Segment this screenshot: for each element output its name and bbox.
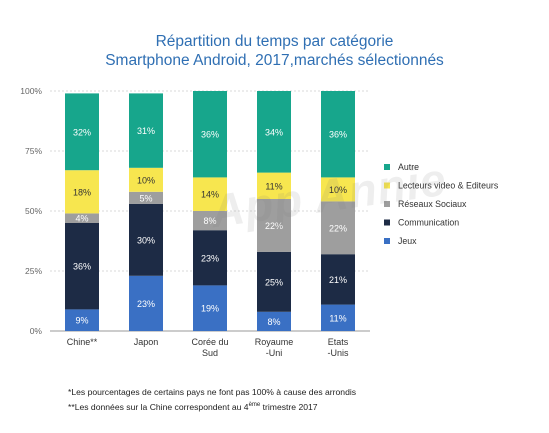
data-label: 10%	[137, 175, 155, 185]
footnote-china: **Les données sur la Chine correspondent…	[68, 399, 356, 413]
data-label: 22%	[265, 221, 283, 231]
footnote-rounding: *Les pourcentages de certains pays ne fo…	[68, 387, 357, 397]
data-label: 5%	[139, 193, 152, 203]
legend-label: Autre	[398, 162, 419, 172]
bar-segment	[193, 211, 227, 231]
x-tick-label: -Uni	[266, 348, 283, 358]
bar-segment	[129, 203, 163, 276]
data-label: 10%	[329, 185, 347, 195]
bar-segment	[321, 254, 355, 305]
y-axis: 0% 25% 50% 75% 100%	[20, 86, 42, 336]
data-label: 11%	[329, 313, 346, 323]
data-label: 23%	[201, 253, 219, 263]
data-label: 11%	[265, 181, 282, 191]
legend-label: Jeux	[398, 236, 417, 246]
x-tick-label: -Unis	[327, 348, 349, 358]
x-tick-label: Japon	[134, 337, 159, 347]
bar-segment	[193, 91, 227, 178]
y-tick-label: 50%	[25, 206, 42, 216]
data-label: 32%	[73, 127, 91, 137]
bar-segment	[65, 223, 99, 310]
data-label: 18%	[73, 187, 91, 197]
bar-segment	[193, 285, 227, 331]
legend-label: Lecteurs video & Editeurs	[398, 181, 499, 191]
chart-title: Répartition du temps par catégorie Smart…	[0, 32, 549, 70]
bar-segment	[257, 251, 291, 312]
data-label: 9%	[75, 316, 88, 326]
data-label: 36%	[73, 262, 91, 272]
legend-label: Réseaux Sociaux	[398, 199, 467, 209]
chart-title-line2: Smartphone Android, 2017,marchés sélecti…	[105, 52, 444, 69]
data-label: 34%	[265, 127, 283, 137]
bar-segment	[193, 177, 227, 211]
data-label: 36%	[201, 130, 219, 140]
y-tick-label: 100%	[20, 86, 42, 96]
bar-segment	[65, 213, 99, 223]
bar-segment	[321, 177, 355, 202]
bar-segment	[321, 201, 355, 255]
data-label: 4%	[75, 214, 88, 224]
footnote-china-sup: ème	[248, 401, 261, 408]
data-label: 30%	[137, 235, 155, 245]
data-label: 8%	[203, 216, 216, 226]
data-label: 8%	[267, 317, 280, 327]
bar-segment	[321, 91, 355, 178]
legend-swatch	[384, 164, 390, 170]
bar-segment	[65, 93, 99, 171]
bar-segment	[257, 311, 291, 331]
x-tick-label: Corée du	[191, 337, 228, 347]
bar-segment	[257, 172, 291, 199]
bar-segment	[257, 199, 291, 252]
data-label: 31%	[137, 126, 155, 136]
data-label: 21%	[329, 275, 347, 285]
legend-swatch	[384, 238, 390, 244]
data-label: 25%	[265, 277, 283, 287]
legend: Autre Lecteurs video & Editeurs Réseaux So…	[384, 162, 499, 246]
legend-swatch	[384, 182, 390, 189]
footnote-china-text: **Les données sur la Chine correspondent…	[68, 401, 249, 412]
legend-label: Communication	[398, 218, 459, 228]
x-tick-label: Etats	[328, 337, 349, 347]
footnotes: *Les pourcentages de certains pays ne fo…	[68, 386, 356, 413]
legend-swatch	[384, 201, 390, 207]
bar-segment	[129, 191, 163, 204]
bar-segment	[129, 275, 163, 331]
chart-title-line1: Répartition du temps par catégorie	[155, 33, 394, 50]
y-tick-label: 75%	[25, 146, 42, 156]
data-label: 14%	[201, 190, 219, 200]
data-label: 22%	[329, 223, 347, 233]
footnote-china-suffix: trimestre 2017	[260, 401, 318, 412]
bar-segment	[193, 230, 227, 286]
x-tick-label: Royaume	[255, 337, 294, 347]
x-tick-label: Sud	[202, 348, 218, 358]
data-label: 23%	[137, 299, 155, 309]
bar-segment	[129, 167, 163, 192]
data-label: 19%	[201, 304, 219, 314]
bars: 9% 36% 4% 18% 32% 23% 30% 5% 10% 31% 19% 23% 8% 14% 36…	[65, 91, 355, 331]
y-tick-label: 25%	[25, 266, 42, 276]
bar-segment	[65, 309, 99, 331]
legend-swatch	[384, 219, 390, 226]
y-tick-label: 0%	[30, 326, 43, 336]
data-label: 36%	[329, 130, 347, 140]
bar-segment	[321, 304, 355, 331]
bar-segment	[129, 93, 163, 168]
x-tick-label: Chine**	[67, 337, 98, 347]
bar-segment	[65, 170, 99, 214]
bar-segment	[257, 91, 291, 173]
